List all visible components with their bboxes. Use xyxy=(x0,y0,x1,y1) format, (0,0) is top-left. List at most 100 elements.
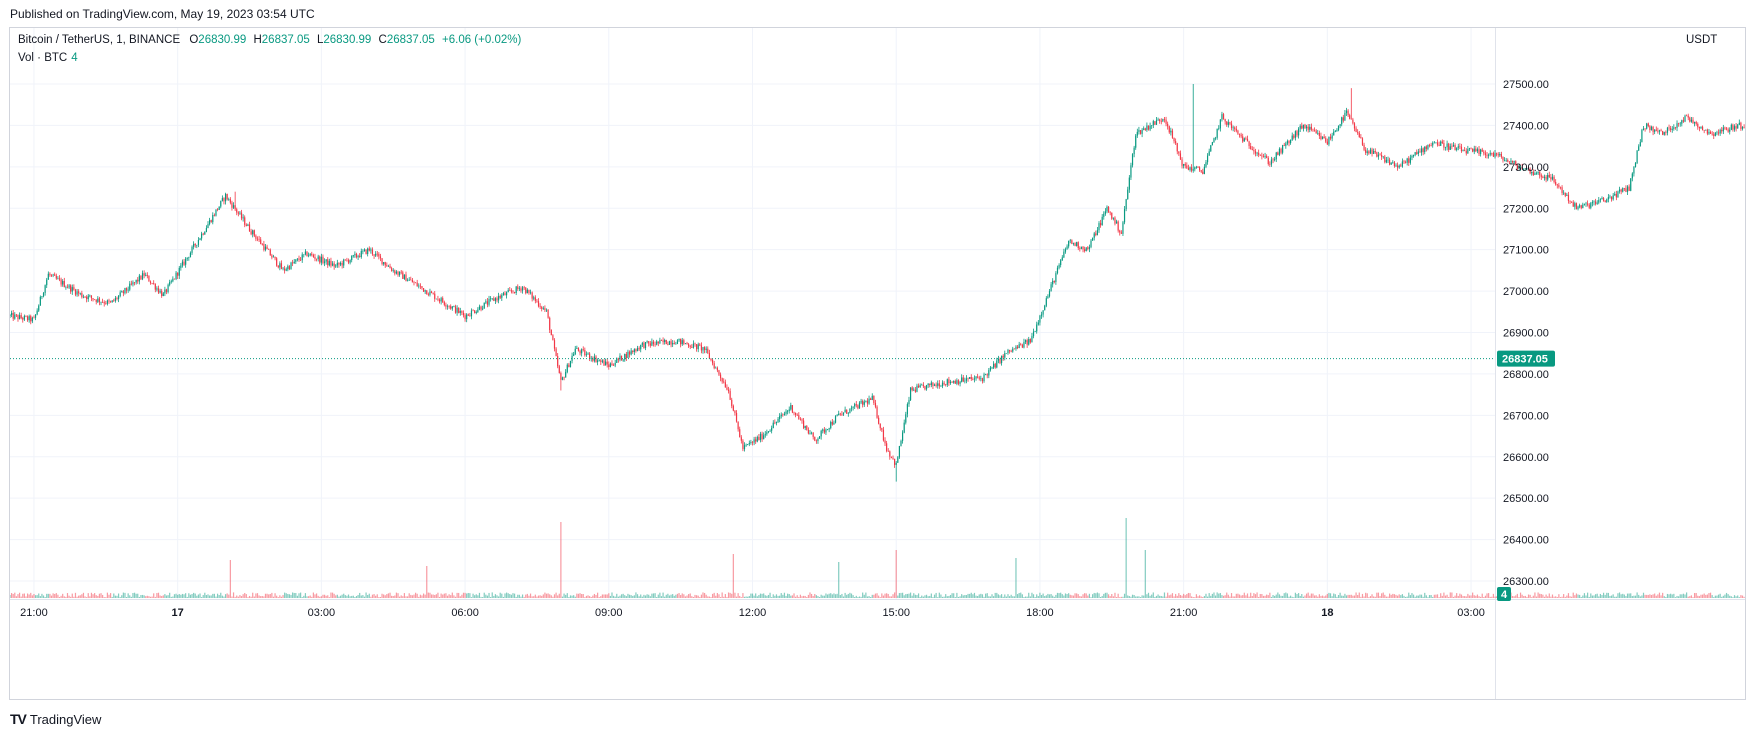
candle xyxy=(964,377,966,384)
candle xyxy=(102,298,104,303)
candle xyxy=(1345,107,1348,116)
candle xyxy=(822,428,824,434)
candle-body xyxy=(443,302,445,305)
candle-body xyxy=(598,360,600,361)
candle-body xyxy=(1658,130,1661,132)
candle-body xyxy=(1594,201,1597,204)
candle xyxy=(852,406,854,411)
candle xyxy=(622,359,624,362)
candle xyxy=(946,378,948,387)
volume-bar xyxy=(218,595,220,598)
candle-body xyxy=(1681,120,1683,124)
candle xyxy=(718,369,720,376)
volume-bar xyxy=(394,595,396,598)
candle xyxy=(1136,128,1138,138)
candle-body xyxy=(1307,126,1309,130)
volume-bar xyxy=(466,593,468,598)
candle-body xyxy=(922,384,924,387)
candle-body xyxy=(483,302,485,309)
candle xyxy=(177,272,179,279)
candle-body xyxy=(780,414,782,417)
candle xyxy=(295,259,297,264)
chart-canvas[interactable]: 27500.0027400.0027300.0027200.0027100.00… xyxy=(10,28,1745,699)
candle xyxy=(87,294,89,302)
volume-bar xyxy=(17,594,19,598)
candle xyxy=(1082,246,1084,253)
volume-bar xyxy=(263,596,265,598)
candle-body xyxy=(204,231,206,235)
candle xyxy=(1612,193,1614,201)
candle-body xyxy=(1438,144,1440,146)
volume-bar xyxy=(434,595,436,598)
candle-body xyxy=(873,395,875,403)
candle xyxy=(935,382,937,388)
candle-body xyxy=(1253,150,1255,152)
candle-body xyxy=(12,312,14,319)
candle-body xyxy=(823,429,825,433)
candle-body xyxy=(1213,138,1215,143)
candle xyxy=(1401,158,1403,168)
candle xyxy=(913,387,915,392)
candle xyxy=(1240,132,1242,139)
volume-bar xyxy=(403,593,406,598)
candle-body xyxy=(79,293,81,294)
candle-body xyxy=(1076,242,1078,246)
candle xyxy=(609,362,611,368)
candle xyxy=(1224,118,1226,125)
candle-body xyxy=(1168,126,1170,133)
candle-body xyxy=(119,292,121,297)
candle-body xyxy=(817,438,819,441)
candle-body xyxy=(1420,148,1423,153)
candle xyxy=(1630,178,1632,192)
candle-body xyxy=(1178,151,1180,154)
volume-bar xyxy=(568,597,570,598)
chart-frame[interactable]: 27500.00 27400.00 27300.00 27200.00 27100.00… xyxy=(9,27,1746,700)
volume-bar xyxy=(414,592,417,598)
candle-body xyxy=(272,256,275,258)
candle-body xyxy=(418,285,420,287)
candle xyxy=(242,214,244,222)
volume-bar xyxy=(41,593,43,598)
candle xyxy=(909,387,912,401)
candle-body xyxy=(210,220,212,223)
candle xyxy=(108,298,110,304)
candle-body xyxy=(589,353,591,359)
candle xyxy=(105,300,107,305)
candle xyxy=(311,251,313,257)
candle-body xyxy=(180,265,182,268)
candle-body xyxy=(648,341,650,344)
candle-body xyxy=(252,230,254,235)
volume-bar xyxy=(507,593,509,598)
candle xyxy=(363,248,366,252)
candle-body xyxy=(292,262,294,264)
volume-bar xyxy=(224,594,227,598)
candle xyxy=(1408,156,1410,166)
candle xyxy=(1456,147,1458,152)
candle-body xyxy=(183,261,185,265)
candle xyxy=(1663,131,1665,136)
volume-bar xyxy=(102,594,104,598)
candle-body xyxy=(549,317,551,331)
candle-body xyxy=(573,354,575,356)
volume-bar xyxy=(114,595,116,598)
volume-bar xyxy=(399,596,401,598)
candle-body xyxy=(1575,203,1578,210)
candle xyxy=(97,296,99,304)
candle xyxy=(521,285,524,294)
candle xyxy=(1468,147,1471,151)
candle xyxy=(140,275,142,280)
candle-body xyxy=(1503,160,1506,161)
candle xyxy=(28,314,30,323)
volume-bar xyxy=(490,597,492,598)
volume-bar xyxy=(343,593,345,598)
candle-body xyxy=(504,293,506,296)
candle-body xyxy=(561,377,564,380)
volume-bar xyxy=(39,596,41,598)
candle-body xyxy=(919,385,921,388)
candle xyxy=(1039,314,1041,326)
candle xyxy=(103,300,105,307)
candle xyxy=(905,411,907,425)
candle-body xyxy=(1480,149,1482,155)
candle xyxy=(1591,200,1594,207)
candle-body xyxy=(373,254,375,256)
